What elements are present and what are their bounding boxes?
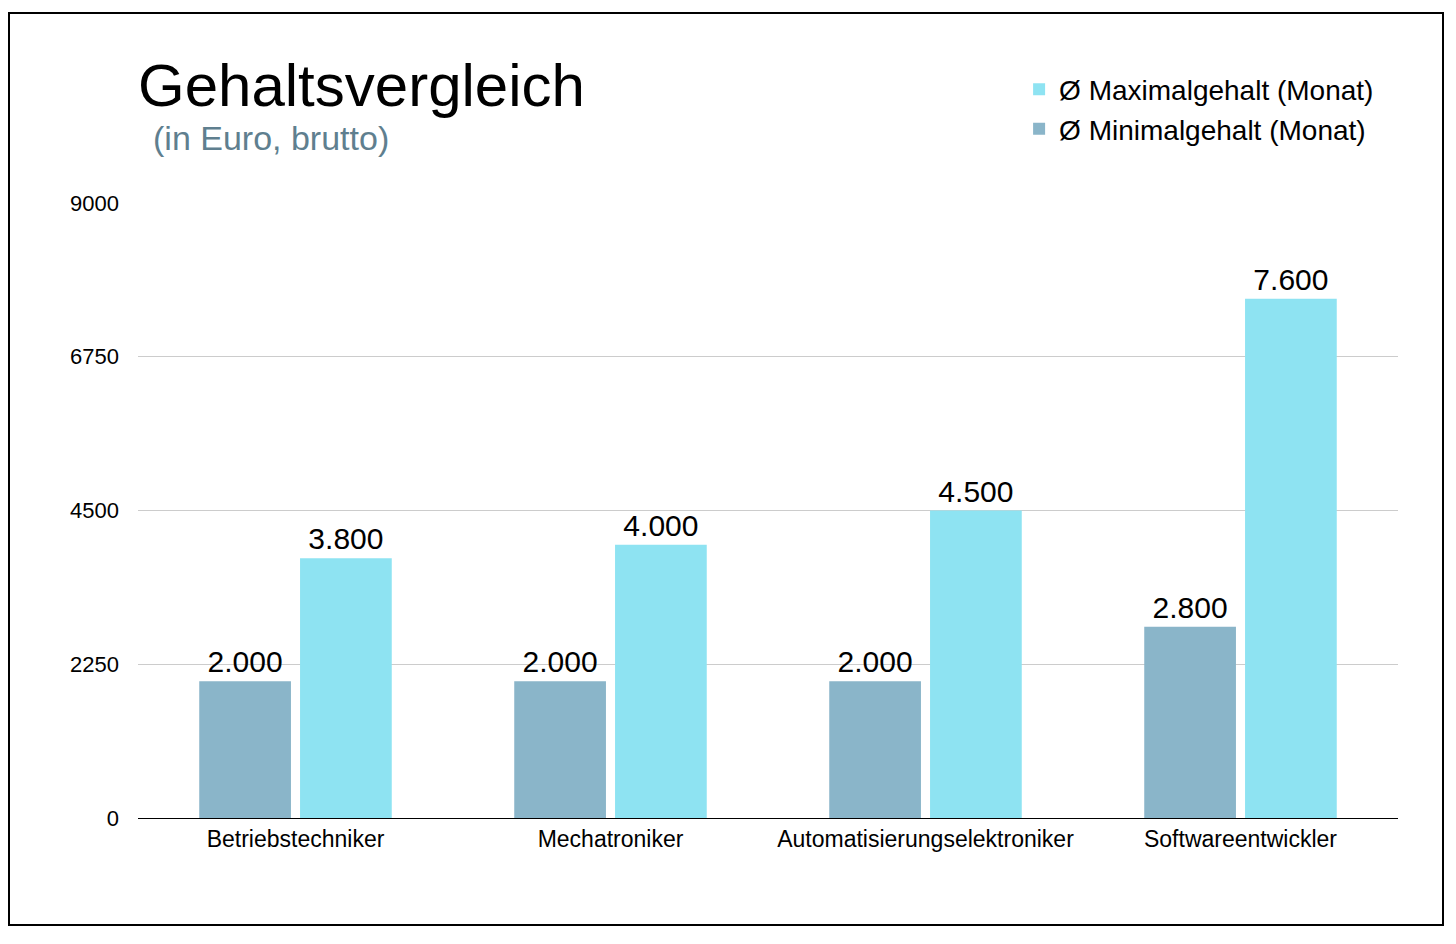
svg-text:Betriebstechniker: Betriebstechniker (207, 826, 385, 852)
svg-text:2250: 2250 (70, 652, 119, 677)
svg-text:4500: 4500 (70, 498, 119, 523)
svg-text:2.000: 2.000 (838, 645, 913, 678)
svg-text:Mechatroniker: Mechatroniker (538, 826, 684, 852)
svg-text:2.000: 2.000 (208, 645, 283, 678)
svg-text:6750: 6750 (70, 344, 119, 369)
svg-text:4.000: 4.000 (623, 509, 698, 542)
svg-text:2.800: 2.800 (1153, 591, 1228, 624)
svg-text:Softwareentwickler: Softwareentwickler (1144, 826, 1337, 852)
svg-text:Ø Minimalgehalt (Monat): Ø Minimalgehalt (Monat) (1059, 115, 1366, 146)
svg-text:3.800: 3.800 (308, 522, 383, 555)
svg-text:7.600: 7.600 (1253, 263, 1328, 296)
svg-text:2.000: 2.000 (523, 645, 598, 678)
svg-text:Ø Maximalgehalt (Monat): Ø Maximalgehalt (Monat) (1059, 75, 1373, 106)
svg-text:0: 0 (107, 806, 119, 831)
svg-text:(in Euro, brutto): (in Euro, brutto) (153, 119, 389, 157)
svg-text:Gehaltsvergleich: Gehaltsvergleich (138, 52, 585, 119)
svg-text:4.500: 4.500 (938, 475, 1013, 508)
svg-text:9000: 9000 (70, 191, 119, 216)
svg-text:Automatisierungselektroniker: Automatisierungselektroniker (777, 826, 1074, 852)
